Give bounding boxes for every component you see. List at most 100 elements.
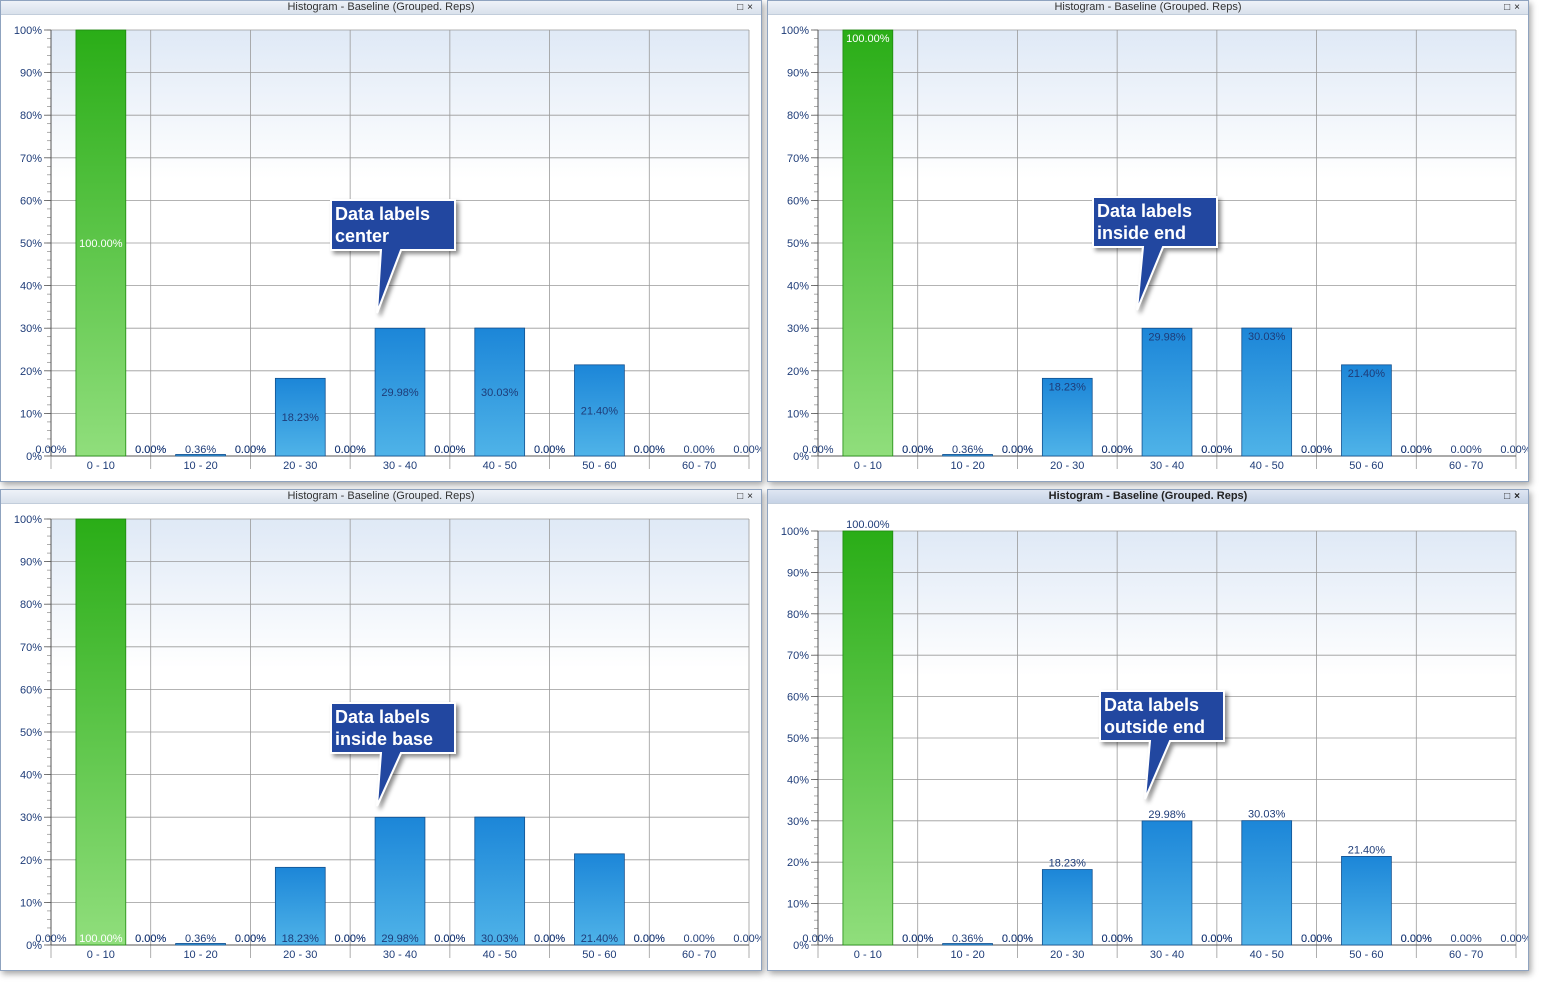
- bar[interactable]: [574, 853, 625, 946]
- y-tick-label: 90%: [787, 567, 809, 579]
- bar[interactable]: [374, 816, 426, 946]
- data-label: 0.00%: [634, 933, 665, 945]
- histogram-chart: 0% 10% 20% 30% 40% 50% 60% 70% 80% 90% 100% 0 - 10 1…: [14, 514, 762, 961]
- bar[interactable]: [1141, 327, 1193, 457]
- data-label: 29.98%: [1148, 331, 1186, 343]
- y-tick-label: 90%: [20, 68, 42, 80]
- y-tick-label: 40%: [20, 281, 42, 293]
- data-label: 0.00%: [1401, 444, 1432, 456]
- panel-titlebar[interactable]: Histogram - Baseline (Grouped. Reps) □×: [1, 1, 761, 15]
- data-label: 0.00%: [534, 933, 565, 945]
- bar[interactable]: [1341, 364, 1392, 457]
- bar[interactable]: [474, 327, 526, 457]
- data-label: 18.23%: [282, 412, 320, 424]
- data-label: 0.00%: [1102, 933, 1133, 945]
- close-icon[interactable]: ×: [1514, 491, 1524, 502]
- panel-titlebar[interactable]: Histogram - Baseline (Grouped. Reps) □×: [768, 490, 1528, 504]
- panel-titlebar[interactable]: Histogram - Baseline (Grouped. Reps) □×: [1, 490, 761, 504]
- close-icon[interactable]: ×: [747, 491, 757, 502]
- x-tick-label: 60 - 70: [1449, 949, 1483, 961]
- data-label: 18.23%: [1049, 858, 1087, 870]
- bar[interactable]: [374, 327, 426, 457]
- bar-green[interactable]: [842, 530, 894, 946]
- data-label: 0.00%: [434, 933, 465, 945]
- data-label: 0.00%: [634, 444, 665, 456]
- data-label: 0.00%: [335, 444, 366, 456]
- data-label: 0.00%: [1500, 933, 1529, 945]
- panel-titlebar[interactable]: Histogram - Baseline (Grouped. Reps) □×: [768, 1, 1528, 15]
- data-label: 21.40%: [1348, 368, 1386, 380]
- y-tick-label: 90%: [787, 68, 809, 80]
- data-label: 0.00%: [1201, 444, 1232, 456]
- data-label: 18.23%: [282, 933, 320, 945]
- bar[interactable]: [1141, 820, 1193, 946]
- x-tick-label: 20 - 30: [283, 949, 317, 961]
- y-tick-label: 40%: [787, 281, 809, 293]
- y-tick-label: 70%: [20, 153, 42, 165]
- bar[interactable]: [175, 943, 226, 946]
- bar[interactable]: [1041, 869, 1093, 946]
- data-label: 0.36%: [952, 444, 983, 456]
- close-icon[interactable]: ×: [1514, 2, 1524, 13]
- y-tick-label: 80%: [20, 599, 42, 611]
- data-label: 0.00%: [434, 444, 465, 456]
- y-tick-label: 80%: [787, 609, 809, 621]
- data-label: 0.00%: [335, 933, 366, 945]
- bar[interactable]: [274, 377, 326, 457]
- y-tick-label: 100%: [14, 25, 42, 37]
- data-label: 0.00%: [902, 933, 933, 945]
- data-label: 0.00%: [335, 444, 366, 456]
- bar-green[interactable]: [842, 29, 894, 457]
- x-tick-label: 0 - 10: [854, 949, 882, 961]
- data-label: 0.00%: [35, 444, 66, 456]
- y-tick-label: 50%: [787, 733, 809, 745]
- bar-green[interactable]: [75, 518, 127, 946]
- y-tick-label: 30%: [20, 812, 42, 824]
- y-tick-label: 70%: [787, 153, 809, 165]
- data-label: 0.00%: [235, 444, 266, 456]
- data-label: 0.00%: [1102, 444, 1133, 456]
- bar[interactable]: [574, 364, 625, 457]
- bar[interactable]: [942, 943, 993, 946]
- bar[interactable]: [274, 866, 326, 946]
- bar[interactable]: [1041, 377, 1093, 457]
- y-tick-label: 40%: [787, 774, 809, 786]
- data-label: 100.00%: [79, 933, 123, 945]
- bar[interactable]: [1241, 820, 1293, 946]
- data-label: 0.00%: [1002, 933, 1033, 945]
- bar[interactable]: [942, 454, 993, 457]
- data-label: 21.40%: [581, 405, 619, 417]
- x-tick-label: 40 - 50: [483, 460, 517, 472]
- restore-icon[interactable]: □: [737, 491, 748, 502]
- data-label: 0.00%: [1301, 933, 1332, 945]
- data-label: 0.00%: [1451, 933, 1482, 945]
- y-tick-label: 10%: [20, 897, 42, 909]
- close-icon[interactable]: ×: [747, 2, 757, 13]
- data-label: 0.00%: [1451, 444, 1482, 456]
- data-label: 0.00%: [1201, 444, 1232, 456]
- bar[interactable]: [474, 816, 526, 946]
- panel-title: Histogram - Baseline (Grouped. Reps): [287, 490, 475, 502]
- y-tick-label: 0%: [26, 451, 42, 463]
- restore-icon[interactable]: □: [1504, 491, 1515, 502]
- bar[interactable]: [1341, 856, 1392, 946]
- restore-icon[interactable]: □: [1504, 2, 1515, 13]
- restore-icon[interactable]: □: [737, 2, 748, 13]
- data-label: 0.00%: [135, 444, 166, 456]
- data-label: 0.00%: [802, 444, 833, 456]
- data-label: 0.00%: [1102, 933, 1133, 945]
- x-tick-label: 20 - 30: [1050, 949, 1084, 961]
- bar-green[interactable]: [75, 29, 127, 457]
- data-label: 0.00%: [1301, 933, 1332, 945]
- bar[interactable]: [1241, 327, 1293, 457]
- y-tick-label: 100%: [14, 514, 42, 526]
- panel-title: Histogram - Baseline (Grouped. Reps): [1048, 490, 1248, 502]
- data-label: 0.00%: [1301, 444, 1332, 456]
- data-label: 0.00%: [733, 933, 762, 945]
- bar[interactable]: [175, 454, 226, 457]
- y-tick-label: 30%: [787, 323, 809, 335]
- data-label: 29.98%: [381, 933, 419, 945]
- histogram-panel: Histogram - Baseline (Grouped. Reps) □× 0%…: [767, 489, 1529, 971]
- x-tick-label: 10 - 20: [950, 949, 984, 961]
- y-tick-label: 50%: [787, 238, 809, 250]
